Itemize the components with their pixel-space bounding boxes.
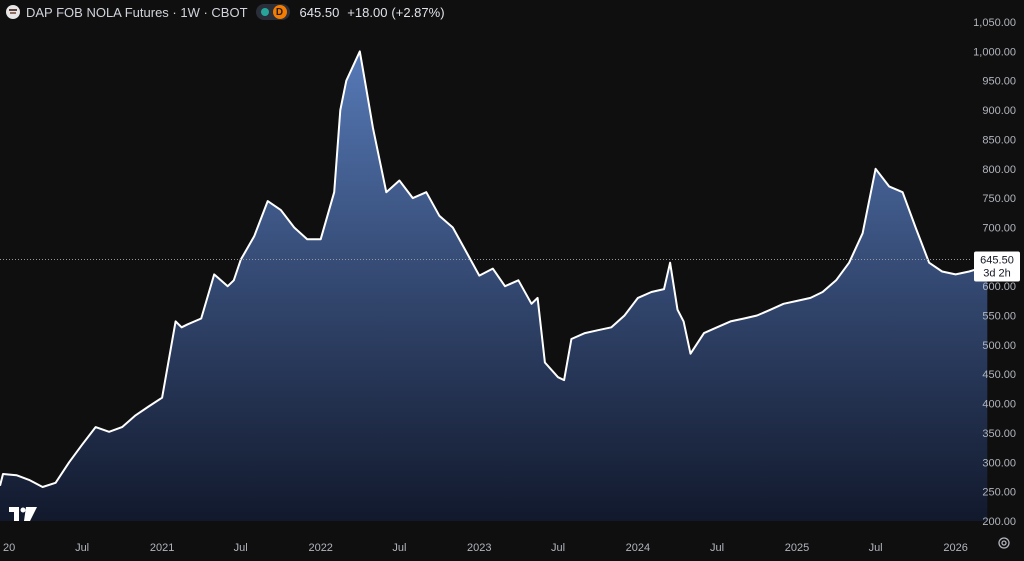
y-tick-label: 400.00 [982,399,1016,411]
y-tick-label: 450.00 [982,369,1016,381]
x-tick-label: Jul [75,542,89,554]
x-tick-label: Jul [710,542,724,554]
symbol-logo-icon [6,5,20,19]
x-tick-label: 20 [3,542,15,554]
y-tick-label: 1,000.00 [973,46,1016,58]
last-price: 645.50 [300,5,340,20]
x-tick-label: 2024 [626,542,650,554]
y-tick-label: 200.00 [982,516,1016,528]
delayed-data-badge: D [273,5,287,19]
chart-header: DAP FOB NOLA Futures · 1W · CBOT D 645.5… [6,3,445,21]
price-area-fill [0,51,987,521]
x-tick-label: Jul [234,542,248,554]
x-axis[interactable]: 20 Jul 2021 Jul 2022 Jul 2023 Jul 2024 Jul 2025 Jul… [3,542,968,554]
x-tick-label: 2022 [308,542,332,554]
last-price-tag: 645.50 3d 2h [974,251,1020,281]
x-tick-label: 2026 [943,542,967,554]
y-tick-label: 900.00 [982,105,1016,117]
last-price-value: 645.50 [980,254,1014,266]
y-tick-label: 800.00 [982,164,1016,176]
y-tick-label: 950.00 [982,76,1016,88]
y-tick-label: 250.00 [982,487,1016,499]
y-tick-label: 750.00 [982,193,1016,205]
y-tick-label: 1,050.00 [973,17,1016,29]
market-status[interactable]: D [256,4,290,20]
y-tick-label: 500.00 [982,340,1016,352]
y-tick-label: 350.00 [982,428,1016,440]
price-change-percent: (+2.87%) [391,5,444,20]
tradingview-logo-icon[interactable] [9,507,37,526]
price-change: +18.00 [347,5,387,20]
y-tick-label: 300.00 [982,457,1016,469]
y-tick-label: 600.00 [982,281,1016,293]
y-tick-label: 850.00 [982,134,1016,146]
x-tick-label: 2021 [150,542,174,554]
x-tick-label: Jul [392,542,406,554]
x-tick-label: 2025 [785,542,809,554]
symbol-title[interactable]: DAP FOB NOLA Futures · 1W · CBOT [26,5,248,20]
x-tick-label: 2023 [467,542,491,554]
y-tick-label: 550.00 [982,311,1016,323]
market-open-icon [261,8,269,16]
bar-countdown: 3d 2h [983,267,1011,279]
x-tick-label: Jul [551,542,565,554]
x-tick-label: Jul [869,542,883,554]
settings-gear-icon[interactable] [997,536,1011,550]
y-tick-label: 700.00 [982,223,1016,235]
